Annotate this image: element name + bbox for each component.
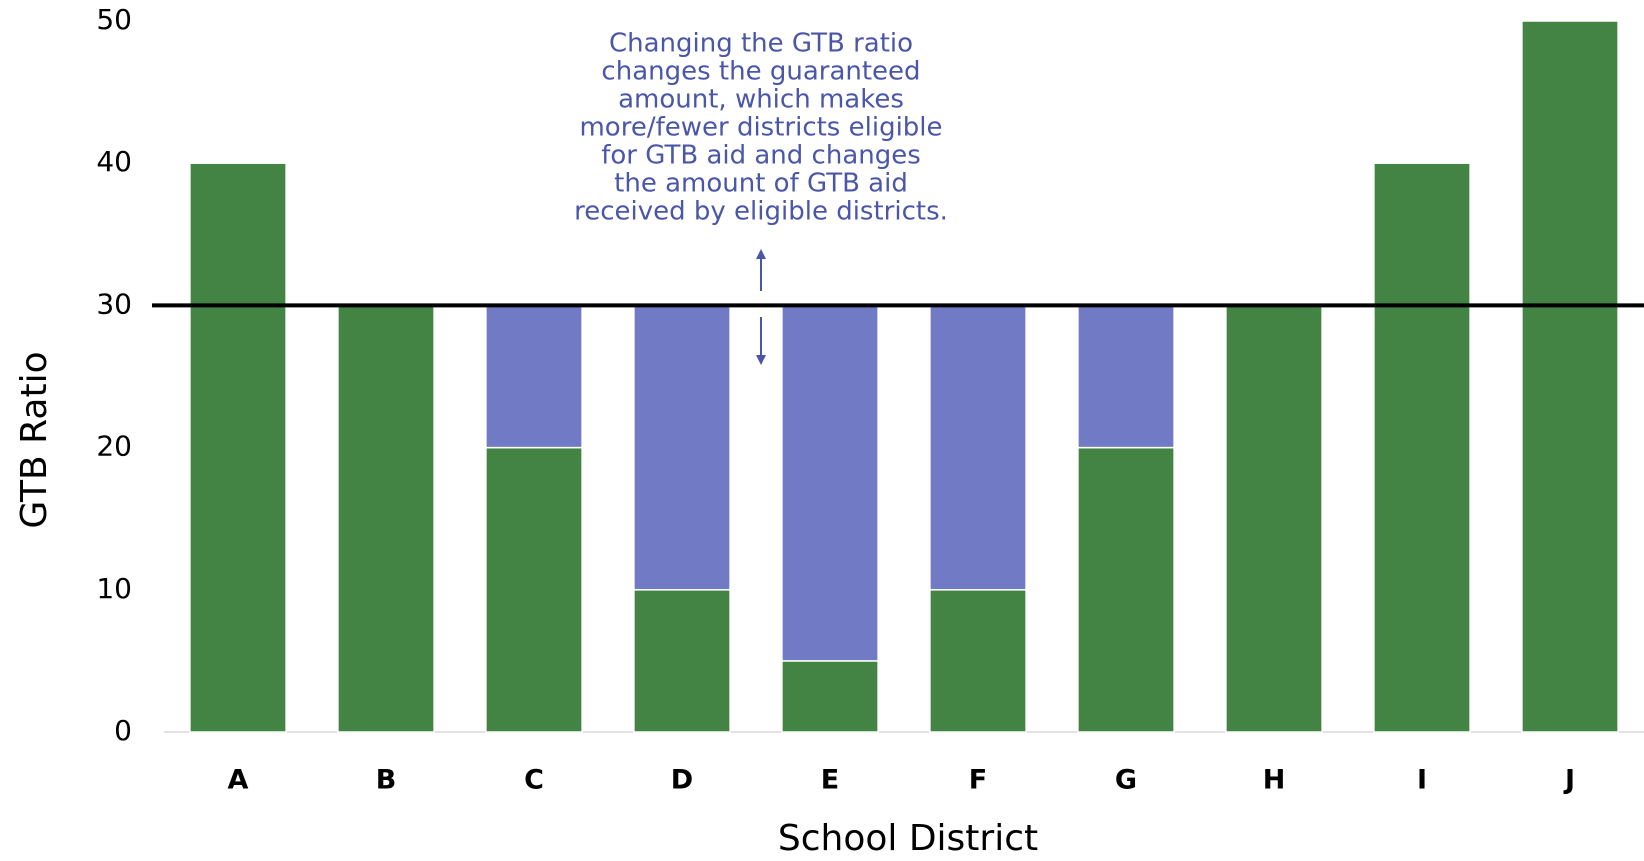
y-tick-label: 10 [96, 572, 132, 605]
bar-segment [781, 660, 879, 733]
annotation-line: more/fewer districts eligible [579, 113, 942, 143]
annotation-line: changes the guaranteed [601, 57, 920, 87]
x-axis-title: School District [778, 818, 1038, 859]
bar-segment [1225, 304, 1323, 733]
x-tick-label: C [524, 765, 544, 796]
y-tick-label: 40 [96, 145, 132, 178]
annotation-line: amount, which makes [618, 85, 904, 115]
bar-segment [781, 304, 879, 662]
bar-segment [1373, 162, 1471, 733]
x-tick-label: B [376, 765, 397, 796]
annotation-line: received by eligible districts. [574, 197, 948, 227]
bar-segment [1077, 304, 1175, 449]
x-tick-label: A [228, 765, 249, 796]
y-axis-title: GTB Ratio [14, 351, 55, 528]
bar-segment [633, 589, 731, 733]
bar-segment [929, 304, 1027, 591]
bar-segment [485, 446, 583, 733]
bar-segment [633, 304, 731, 591]
bar-segment [1077, 446, 1175, 733]
annotation-line: for GTB aid and changes [601, 141, 921, 171]
y-tick-label: 0 [114, 714, 132, 747]
bar-segment [929, 589, 1027, 733]
bar-segment [1521, 20, 1619, 733]
annotation-line: Changing the GTB ratio [609, 29, 913, 59]
bar-segment [337, 304, 435, 733]
x-tick-label: F [969, 765, 987, 796]
x-tick-label: H [1263, 765, 1286, 796]
bar-segment [189, 162, 287, 733]
x-tick-label: J [1563, 765, 1575, 796]
y-tick-label: 30 [96, 287, 132, 320]
x-tick-label: E [821, 765, 839, 796]
y-tick-label: 50 [96, 3, 132, 36]
x-tick-label: I [1417, 765, 1427, 796]
x-tick-label: G [1115, 765, 1137, 796]
bar-segment [485, 304, 583, 449]
annotation-line: the amount of GTB aid [614, 169, 908, 199]
x-tick-label: D [671, 765, 693, 796]
y-tick-label: 20 [96, 430, 132, 463]
